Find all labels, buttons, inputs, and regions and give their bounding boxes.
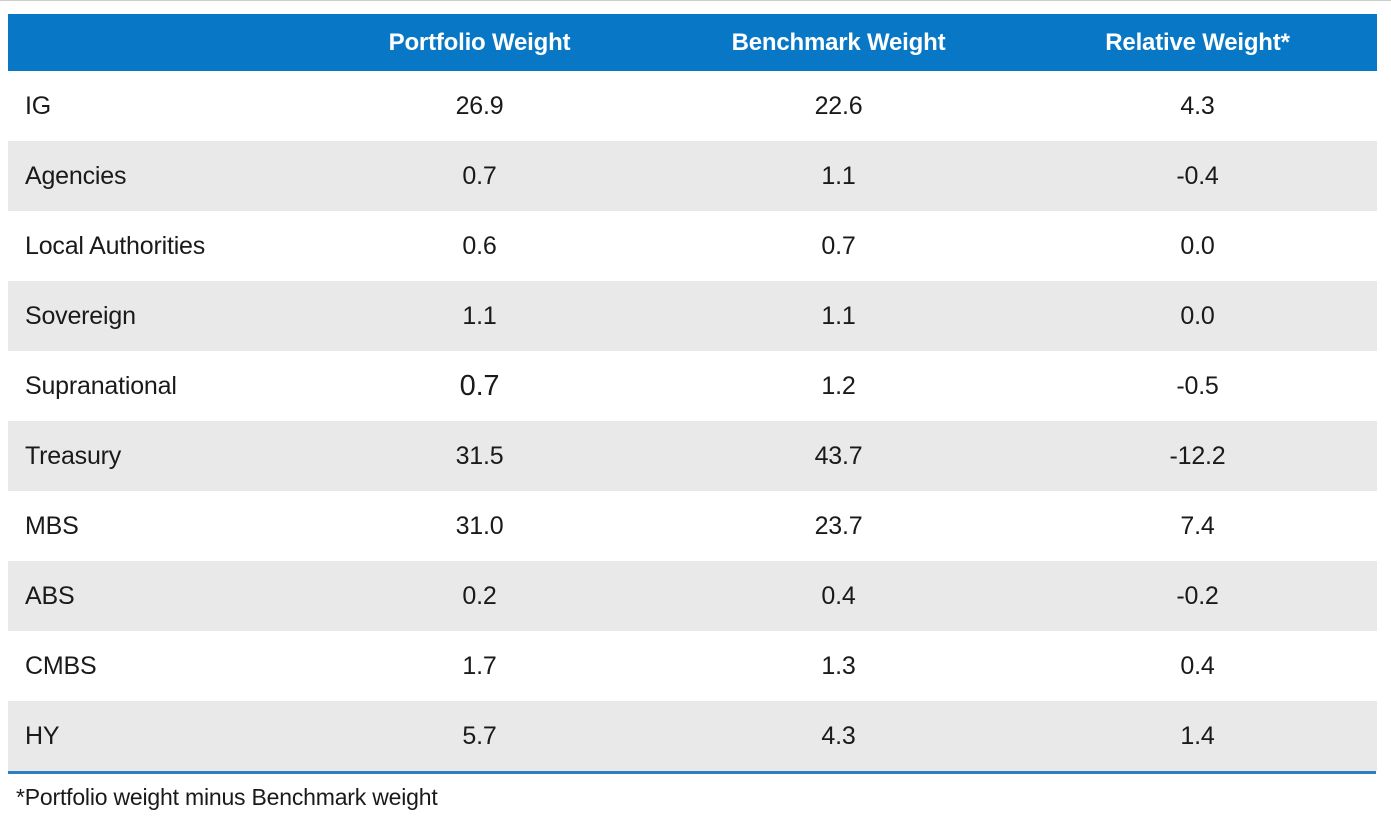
benchmark-weight-cell: 1.2 <box>659 351 1018 421</box>
row-label-cell: Sovereign <box>8 281 300 351</box>
table-bottom-rule <box>8 771 1376 774</box>
portfolio-weight-cell: 26.9 <box>300 71 659 141</box>
table-row: ABS 0.2 0.4 -0.2 <box>8 561 1377 631</box>
relative-weight-cell: 0.4 <box>1018 631 1377 701</box>
portfolio-weight-cell: 0.7 <box>300 141 659 211</box>
table-row: CMBS 1.7 1.3 0.4 <box>8 631 1377 701</box>
relative-weight-cell: -12.2 <box>1018 421 1377 491</box>
benchmark-weight-cell: 1.3 <box>659 631 1018 701</box>
relative-weight-cell: 1.4 <box>1018 701 1377 771</box>
footnote: *Portfolio weight minus Benchmark weight <box>16 784 438 810</box>
col-header-relative-weight: Relative Weight* <box>1018 14 1377 71</box>
relative-weight-cell: 4.3 <box>1018 71 1377 141</box>
benchmark-weight-cell: 22.6 <box>659 71 1018 141</box>
relative-weight-cell: 0.0 <box>1018 281 1377 351</box>
table-row: HY 5.7 4.3 1.4 <box>8 701 1377 771</box>
benchmark-weight-cell: 1.1 <box>659 281 1018 351</box>
row-label-cell: ABS <box>8 561 300 631</box>
table-row: Treasury 31.5 43.7 -12.2 <box>8 421 1377 491</box>
relative-weight-cell: -0.2 <box>1018 561 1377 631</box>
portfolio-weight-cell: 5.7 <box>300 701 659 771</box>
row-label-cell: IG <box>8 71 300 141</box>
row-label-cell: Agencies <box>8 141 300 211</box>
portfolio-weight-cell: 0.2 <box>300 561 659 631</box>
row-label-cell: CMBS <box>8 631 300 701</box>
portfolio-weight-cell: 0.6 <box>300 211 659 281</box>
relative-weight-cell: 7.4 <box>1018 491 1377 561</box>
benchmark-weight-cell: 43.7 <box>659 421 1018 491</box>
relative-weight-cell: -0.5 <box>1018 351 1377 421</box>
portfolio-weight-cell: 31.5 <box>300 421 659 491</box>
benchmark-weight-cell: 1.1 <box>659 141 1018 211</box>
benchmark-weight-cell: 0.4 <box>659 561 1018 631</box>
table-row: IG 26.9 22.6 4.3 <box>8 71 1377 141</box>
weights-table: Portfolio Weight Benchmark Weight Relati… <box>8 14 1377 771</box>
row-label-cell: Local Authorities <box>8 211 300 281</box>
portfolio-weight-cell: 31.0 <box>300 491 659 561</box>
table-row: Supranational 0.7 1.2 -0.5 <box>8 351 1377 421</box>
row-label-cell: Treasury <box>8 421 300 491</box>
row-label-cell: HY <box>8 701 300 771</box>
portfolio-weight-cell: 0.7 <box>300 351 659 421</box>
row-label-cell: Supranational <box>8 351 300 421</box>
table-row: MBS 31.0 23.7 7.4 <box>8 491 1377 561</box>
table-header-row: Portfolio Weight Benchmark Weight Relati… <box>8 14 1377 71</box>
col-header-empty <box>8 14 300 71</box>
row-label-cell: MBS <box>8 491 300 561</box>
benchmark-weight-cell: 23.7 <box>659 491 1018 561</box>
relative-weight-cell: 0.0 <box>1018 211 1377 281</box>
benchmark-weight-cell: 4.3 <box>659 701 1018 771</box>
table-row: Sovereign 1.1 1.1 0.0 <box>8 281 1377 351</box>
col-header-portfolio-weight: Portfolio Weight <box>300 14 659 71</box>
weights-table-container: Portfolio Weight Benchmark Weight Relati… <box>8 14 1377 774</box>
benchmark-weight-cell: 0.7 <box>659 211 1018 281</box>
col-header-benchmark-weight: Benchmark Weight <box>659 14 1018 71</box>
portfolio-weight-cell: 1.7 <box>300 631 659 701</box>
portfolio-weight-cell: 1.1 <box>300 281 659 351</box>
table-row: Local Authorities 0.6 0.7 0.0 <box>8 211 1377 281</box>
relative-weight-cell: -0.4 <box>1018 141 1377 211</box>
table-row: Agencies 0.7 1.1 -0.4 <box>8 141 1377 211</box>
